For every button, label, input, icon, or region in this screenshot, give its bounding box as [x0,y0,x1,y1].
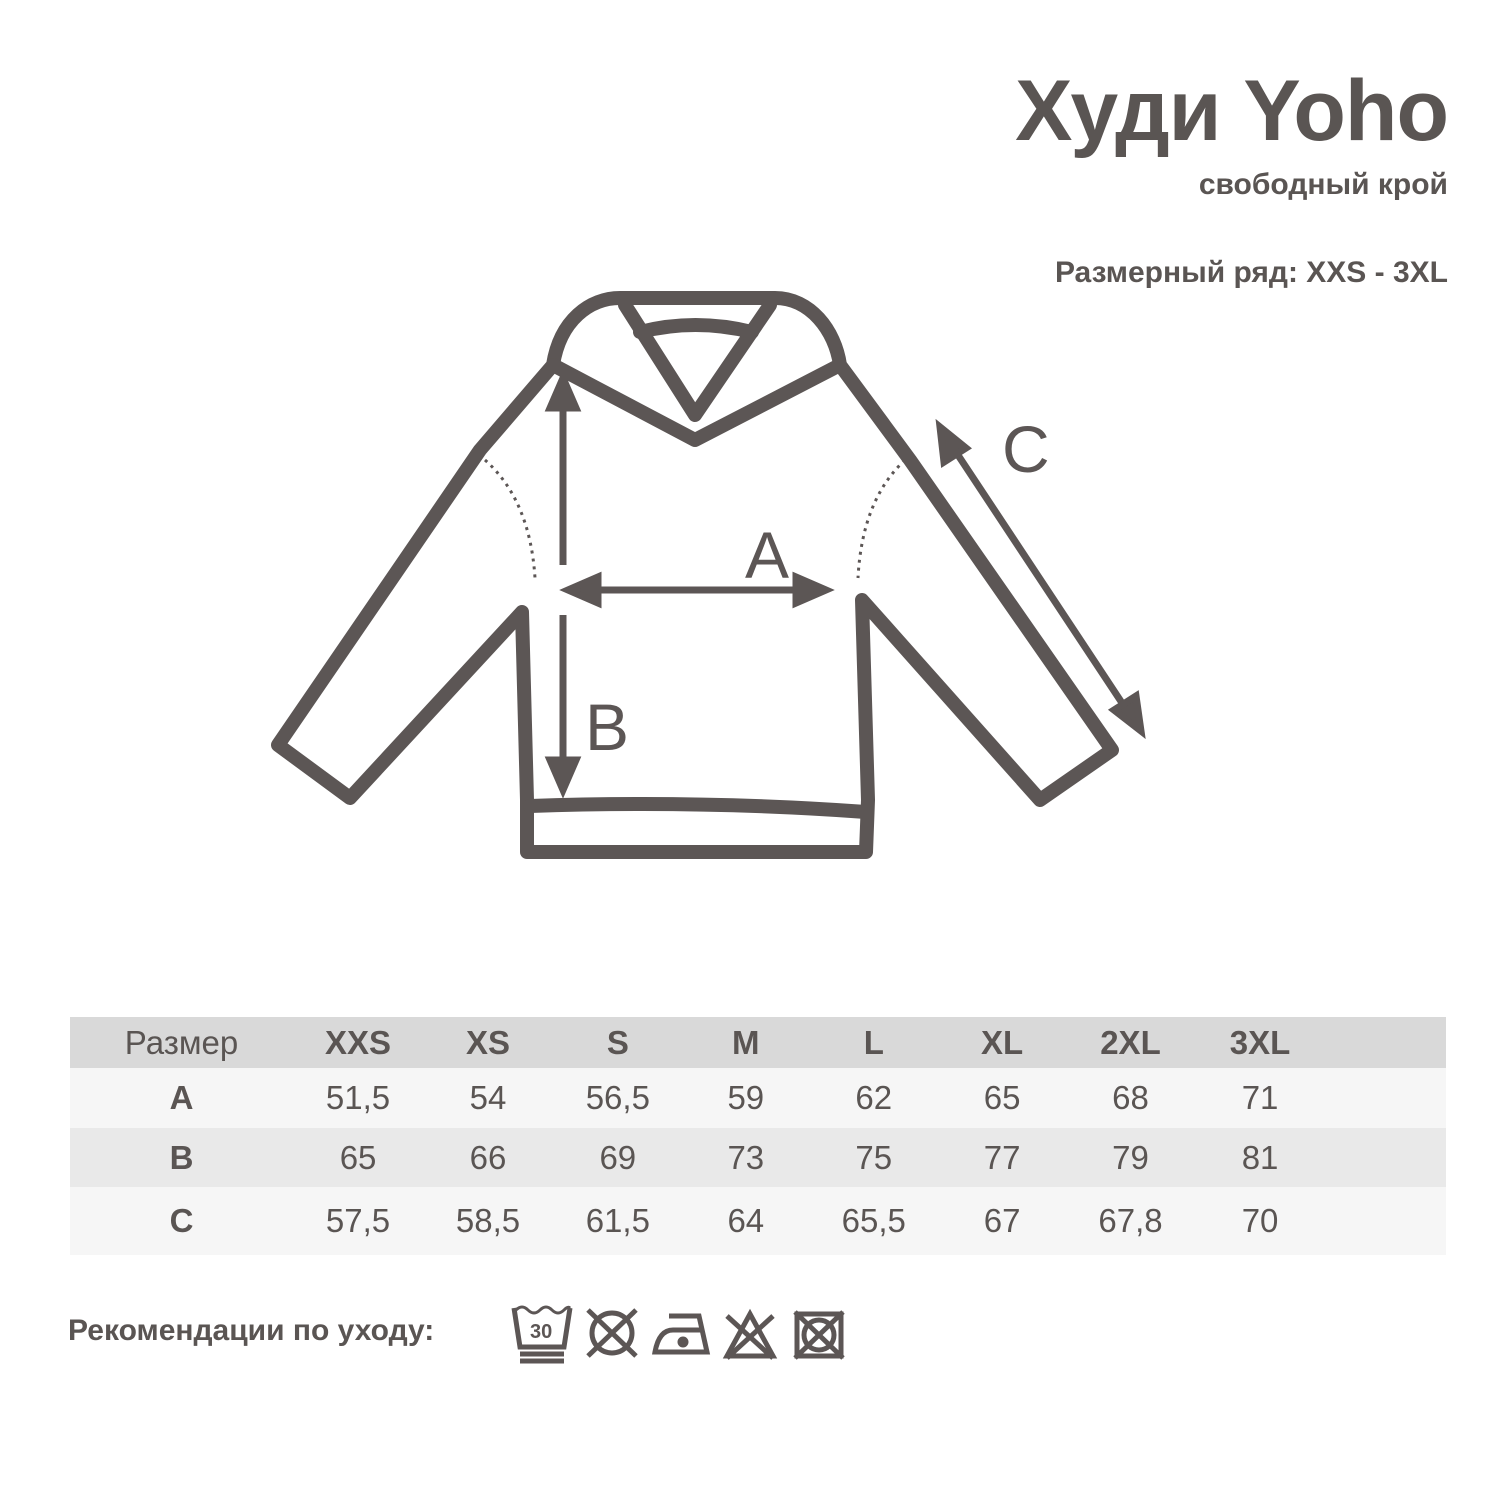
size-header: XXS [325,1023,392,1061]
cell: 71 [1241,1079,1279,1116]
no-dryclean-icon [793,1310,845,1360]
size-table: Размер XXS XS S M L XL 2XL 3XL A 51,5 54… [70,1017,1446,1255]
hood-inner [618,298,777,422]
cell: 64 [727,1202,765,1239]
label-a: A [745,518,789,592]
label-b: B [585,690,629,764]
row-label: C [169,1202,194,1239]
arrow-head [1107,690,1146,740]
page-title: Худи Yoho [1015,63,1449,159]
cell: 57,5 [325,1202,391,1239]
size-header: XS [465,1023,510,1061]
hood-inner-curve [633,318,759,339]
cell: 81 [1241,1138,1279,1176]
header-label: Размер [124,1023,239,1061]
cell: 59 [727,1079,765,1116]
cell: 67 [983,1202,1021,1239]
arrow-head [935,418,972,468]
cell: 56,5 [585,1079,650,1116]
cell: 73 [727,1138,765,1176]
cell: 62 [855,1079,893,1116]
hoodie-outline [271,291,1119,859]
hood-neckline [546,358,847,447]
no-tumble-dry-icon [586,1308,638,1358]
table-row: A 51,5 54 56,5 59 62 65 68 71 [70,1068,1446,1128]
cell: 51,5 [325,1079,391,1116]
table-row: B 65 66 69 73 75 77 79 81 [70,1128,1446,1187]
arrow-head [544,756,582,799]
hem-line [523,797,873,819]
cell: 67,8 [1098,1202,1163,1239]
row-label: B [169,1138,194,1176]
row-label: A [169,1079,194,1116]
care-label: Рекомендации по уходу: [68,1314,435,1347]
wash-30-gentle-icon: 30 [511,1305,573,1364]
cell: 65,5 [841,1202,906,1239]
cell: 65 [339,1138,377,1176]
cell: 61,5 [585,1202,650,1239]
iron-low-icon [652,1313,711,1355]
cell: 77 [983,1138,1021,1176]
size-range: Размерный ряд: XXS - 3XL [1054,256,1448,289]
size-header: 3XL [1229,1023,1291,1061]
cell: 66 [469,1138,507,1176]
size-header: 2XL [1100,1023,1161,1061]
arrow-head [559,571,602,609]
no-bleach-icon [722,1308,778,1360]
fit-subtitle: свободный крой [1198,168,1448,201]
table-row: C 57,5 58,5 61,5 64 65,5 67 67,8 70 [70,1187,1446,1255]
cell: 54 [469,1079,507,1116]
cell: 70 [1241,1202,1279,1239]
size-header: M [732,1023,760,1061]
wash-temp: 30 [530,1321,552,1343]
cell: 65 [983,1079,1021,1116]
label-c: C [1002,412,1050,486]
armhole-left [484,458,537,579]
cell: 75 [855,1138,893,1176]
size-header: S [606,1023,629,1061]
hoodie-diagram: A B C [271,291,1146,859]
arrow-c [949,444,1131,714]
cell: 58,5 [455,1202,521,1239]
cell: 79 [1112,1138,1149,1176]
cell: 69 [599,1138,637,1176]
size-header: L [863,1023,884,1061]
armhole-right [856,458,907,579]
arrow-head [544,369,582,412]
cell: 68 [1112,1079,1149,1116]
table-header-row: Размер XXS XS S M L XL 2XL 3XL [70,1017,1446,1068]
care-icons: 30 [511,1305,845,1364]
size-header: XL [981,1023,1024,1061]
arrow-head [792,571,835,609]
